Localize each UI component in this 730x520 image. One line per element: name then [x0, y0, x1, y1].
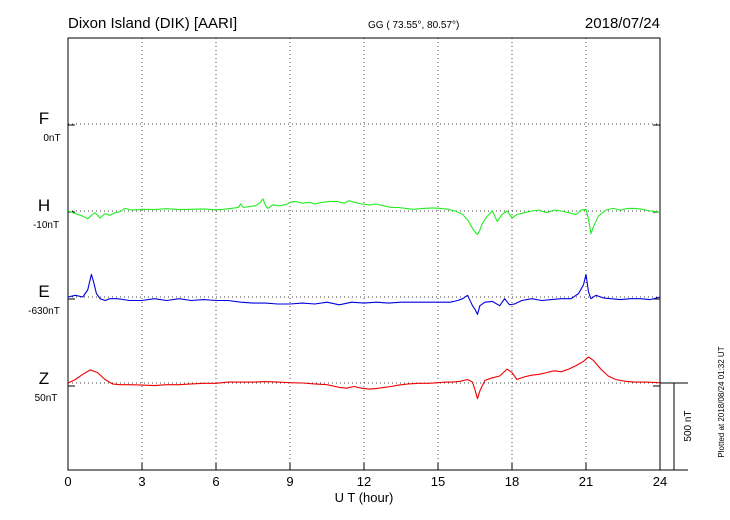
legend-z-offset: 50nT	[35, 393, 58, 404]
legend-h-offset: -10nT	[33, 220, 59, 231]
legend-e-offset: -630nT	[28, 306, 60, 317]
x-tick-label-0: 0	[64, 474, 71, 489]
series-lines	[67, 198, 661, 400]
scale-bar-label: 500 nT	[683, 410, 694, 441]
legend: F 0nT H -10nT E -630nT Z 50nT	[28, 109, 60, 404]
x-tick-label-8: 24	[653, 474, 667, 489]
coordinates-label: GG ( 73.55°, 80.57°)	[368, 20, 459, 31]
x-tick-label-1: 3	[138, 474, 145, 489]
x-tick-label-6: 18	[505, 474, 519, 489]
series-line-z	[67, 356, 661, 400]
legend-f-name: F	[39, 109, 49, 128]
x-axis-ticks: 0 3 6 9 12 15 18 21 24	[64, 463, 667, 489]
series-line-e	[67, 273, 661, 315]
x-axis-label: U T (hour)	[335, 490, 394, 505]
legend-z-name: Z	[39, 369, 49, 388]
x-tick-label-7: 21	[579, 474, 593, 489]
x-tick-label-2: 6	[212, 474, 219, 489]
date-label: 2018/07/24	[585, 15, 660, 32]
x-tick-label-4: 12	[357, 474, 371, 489]
grid	[68, 37, 660, 470]
x-tick-label-3: 9	[286, 474, 293, 489]
legend-f-offset: 0nT	[43, 133, 60, 144]
legend-e-name: E	[38, 282, 49, 301]
x-tick-label-5: 15	[431, 474, 445, 489]
scale-bar: 500 nT	[660, 382, 694, 471]
legend-h-name: H	[38, 196, 50, 215]
station-title: Dixon Island (DIK) [AARI]	[68, 15, 237, 32]
series-line-h	[67, 198, 661, 236]
plotted-timestamp: Plotted at 2018/08/24 01:32 UT	[717, 346, 726, 457]
